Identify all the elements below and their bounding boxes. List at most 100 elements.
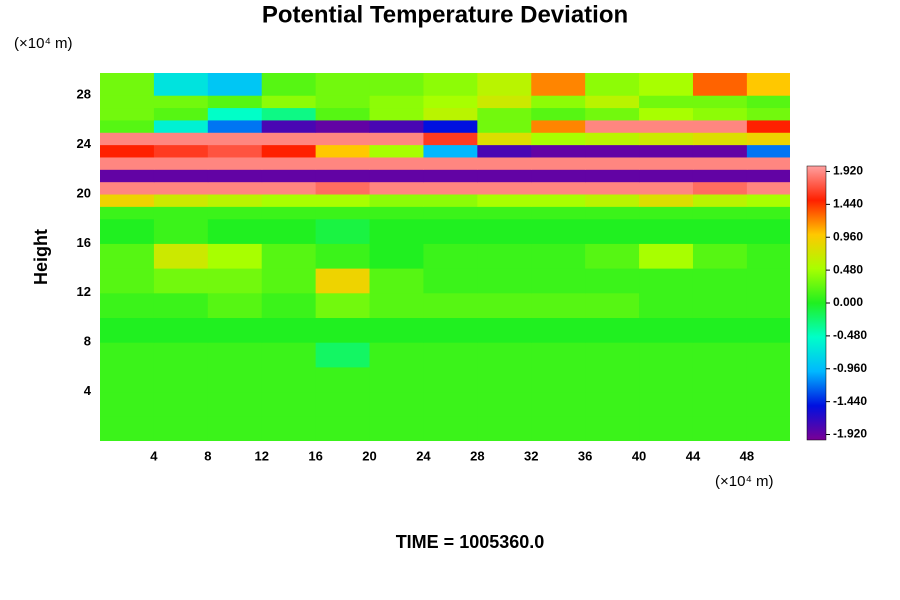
heatmap-cell <box>153 243 209 269</box>
heatmap-cell <box>207 156 263 170</box>
y-tick-label: 12 <box>77 284 91 299</box>
heatmap-cell <box>477 156 532 170</box>
heatmap-cell <box>100 206 155 220</box>
heatmap-cell <box>531 194 586 207</box>
heatmap-cell <box>692 95 748 109</box>
heatmap-cell <box>639 206 694 220</box>
heatmap-cell <box>261 169 317 183</box>
heatmap-cell <box>692 243 748 269</box>
heatmap-cell <box>153 119 209 133</box>
heatmap-cell <box>692 107 748 121</box>
heatmap-cell <box>585 73 640 96</box>
heatmap-cell <box>100 292 155 319</box>
heatmap-cell <box>100 181 155 195</box>
heatmap-cell <box>639 144 694 158</box>
heatmap-cell <box>692 169 748 183</box>
colorbar-tick-label: 0.000 <box>833 295 863 309</box>
heatmap-cell <box>639 317 694 343</box>
heatmap-cell <box>369 218 424 244</box>
heatmap-cell <box>639 416 694 441</box>
heatmap-cell <box>261 292 317 319</box>
chart-title: Potential Temperature Deviation <box>262 1 628 28</box>
heatmap-cell <box>153 181 209 195</box>
heatmap-cell <box>369 416 424 441</box>
heatmap-cell <box>369 243 424 269</box>
heatmap-cell <box>100 194 155 207</box>
heatmap-cell <box>207 391 263 417</box>
heatmap-cell <box>261 366 317 393</box>
heatmap-cell <box>207 268 263 294</box>
heatmap-cell <box>100 132 155 146</box>
heatmap-cell <box>207 218 263 244</box>
heatmap-cell <box>477 243 532 269</box>
heatmap-cell <box>585 317 640 343</box>
y-tick-label: 20 <box>77 185 91 200</box>
heatmap-cell <box>692 119 748 133</box>
heatmap-cell <box>585 107 640 121</box>
heatmap-cell <box>639 342 694 368</box>
heatmap-cell <box>207 206 263 220</box>
heatmap-cell <box>692 73 748 96</box>
heatmap-cell <box>477 268 532 294</box>
colorbar <box>806 165 827 441</box>
heatmap-cell <box>153 73 209 96</box>
heatmap-cell <box>531 156 586 170</box>
heatmap-cell <box>315 132 371 146</box>
heatmap-cell <box>207 194 263 207</box>
colorbar-tick-label: 1.440 <box>833 197 863 211</box>
heatmap-cell <box>423 107 478 121</box>
heatmap-cell <box>423 119 478 133</box>
heatmap-cell <box>692 181 748 195</box>
heatmap-cell <box>153 107 209 121</box>
heatmap-cell <box>100 268 155 294</box>
x-tick-label: 16 <box>308 448 322 463</box>
heatmap-cell <box>477 292 532 319</box>
heatmap-cell <box>746 119 790 133</box>
heatmap-cell <box>369 132 424 146</box>
heatmap-cell <box>261 416 317 441</box>
heatmap-cell <box>315 95 371 109</box>
heatmap-cell <box>531 132 586 146</box>
heatmap-cell <box>423 144 478 158</box>
y-axis-label: Height <box>31 229 51 285</box>
heatmap-cell <box>369 268 424 294</box>
heatmap-cell <box>477 206 532 220</box>
heatmap-cell <box>585 144 640 158</box>
footer-time: TIME = 1005360.0 <box>396 532 545 552</box>
heatmap-cell <box>477 391 532 417</box>
heatmap-cell <box>423 317 478 343</box>
heatmap-cell <box>207 292 263 319</box>
heatmap-cell <box>369 292 424 319</box>
heatmap-cell <box>692 194 748 207</box>
heatmap-cell <box>746 243 790 269</box>
heatmap-cell <box>585 366 640 393</box>
heatmap-cell <box>639 73 694 96</box>
heatmap-cell <box>423 391 478 417</box>
heatmap-cell <box>477 366 532 393</box>
heatmap-cell <box>585 194 640 207</box>
x-tick-label: 40 <box>632 448 646 463</box>
y-tick-label: 24 <box>77 136 92 151</box>
heatmap-cell <box>315 73 371 96</box>
heatmap-cell <box>585 416 640 441</box>
heatmap-cell <box>207 107 263 121</box>
heatmap-cell <box>369 119 424 133</box>
heatmap-cell <box>423 218 478 244</box>
colorbar-tick-label: -1.920 <box>833 427 867 441</box>
heatmap-cell <box>315 218 371 244</box>
heatmap-cell <box>100 119 155 133</box>
heatmap-cell <box>315 119 371 133</box>
heatmap-cell <box>315 391 371 417</box>
heatmap-cell <box>531 416 586 441</box>
heatmap-cell <box>746 292 790 319</box>
heatmap-cell <box>153 342 209 368</box>
heatmap-cell <box>746 156 790 170</box>
y-unit: (×10⁴ m) <box>14 35 73 52</box>
heatmap-cell <box>261 132 317 146</box>
heatmap-cell <box>692 366 748 393</box>
heatmap-cell <box>369 156 424 170</box>
heatmap-cell <box>746 342 790 368</box>
heatmap-cell <box>153 391 209 417</box>
heatmap-cell <box>261 156 317 170</box>
heatmap-cell <box>153 156 209 170</box>
